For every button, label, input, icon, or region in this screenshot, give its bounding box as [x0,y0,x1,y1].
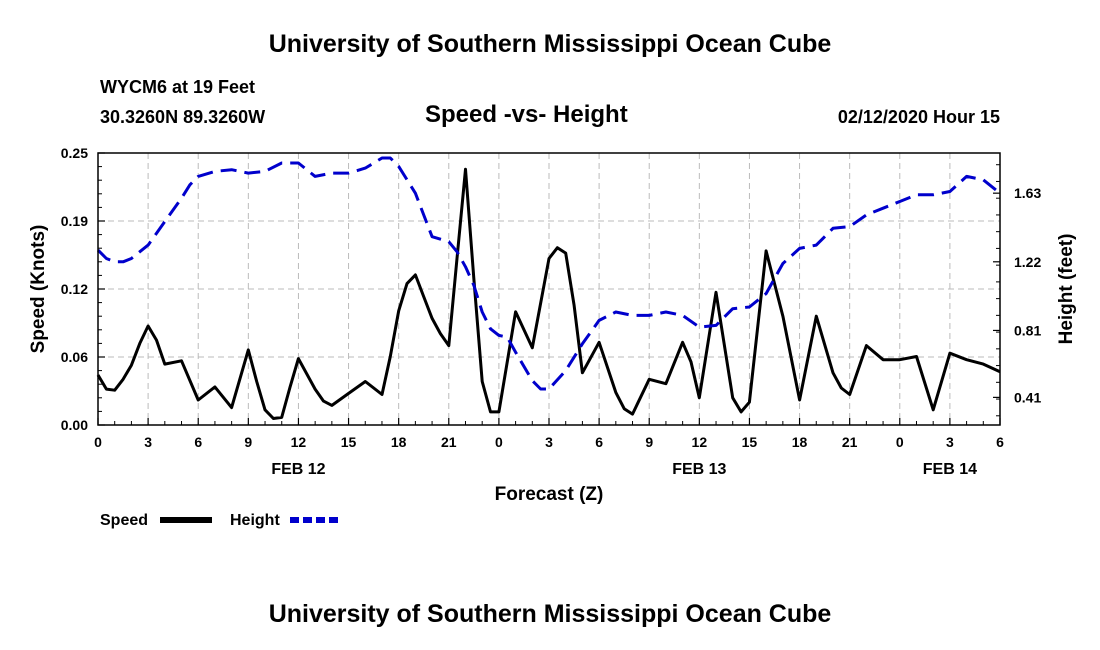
x-tick-label: 18 [792,434,808,450]
x-tick-label: 3 [545,434,553,450]
date-label: FEB 13 [672,461,726,478]
x-tick-label: 0 [94,434,102,450]
grid-lines [98,153,1000,425]
x-tick-label: 9 [645,434,653,450]
y-right-tick-label: 0.81 [1014,322,1041,338]
x-tick-label: 6 [194,434,202,450]
y-axis-right-label: Height (feet) [1056,234,1077,345]
axis-ticks: 0 3 6 9 12 15 18 21 0 3 6 9 12 15 18 21 0 3 6 0.00 0.06 0.12 0… [61,145,1042,478]
x-tick-label: 12 [692,434,708,450]
station-label: WYCM6 at 19 Feet [100,77,256,97]
chart-subtitle: Speed -vs- Height [425,101,628,128]
y-left-tick-label: 0.00 [61,417,88,433]
x-tick-label: 9 [244,434,252,450]
page-title: University of Southern Mississippi Ocean… [268,30,832,58]
x-tick-label: 0 [495,434,503,450]
y-left-tick-label: 0.12 [61,281,88,297]
x-tick-label: 12 [291,434,307,450]
speed-series-line [96,167,1001,420]
date-label: FEB 14 [923,461,977,478]
legend: Speed Height [100,512,342,529]
height-legend-label: Height [230,512,280,529]
height-series-line [96,156,1001,391]
x-tick-label: 3 [144,434,152,450]
y-left-tick-label: 0.19 [61,213,88,229]
y-right-tick-label: 1.22 [1014,254,1041,270]
y-axis-left-label: Speed (Knots) [28,225,49,354]
x-tick-label: 18 [391,434,407,450]
footer-title: University of Southern Mississippi Ocean… [268,600,832,628]
x-axis-label: Forecast (Z) [495,484,604,505]
station-coords: 30.3260N 89.3260W [100,107,266,127]
series-lines [96,156,1001,420]
x-tick-label: 6 [996,434,1004,450]
x-tick-label: 3 [946,434,954,450]
x-tick-label: 15 [742,434,758,450]
x-tick-label: 15 [341,434,357,450]
y-right-tick-label: 0.41 [1014,389,1041,405]
forecast-datetime: 02/12/2020 Hour 15 [837,107,1000,127]
y-left-tick-label: 0.25 [61,145,88,161]
x-tick-label: 21 [441,434,457,450]
x-tick-label: 21 [842,434,858,450]
y-left-tick-label: 0.06 [61,349,88,365]
x-tick-label: 0 [896,434,904,450]
speed-legend-label: Speed [100,512,148,529]
x-tick-label: 6 [595,434,603,450]
y-right-tick-label: 1.63 [1014,185,1041,201]
date-label: FEB 12 [271,461,325,478]
